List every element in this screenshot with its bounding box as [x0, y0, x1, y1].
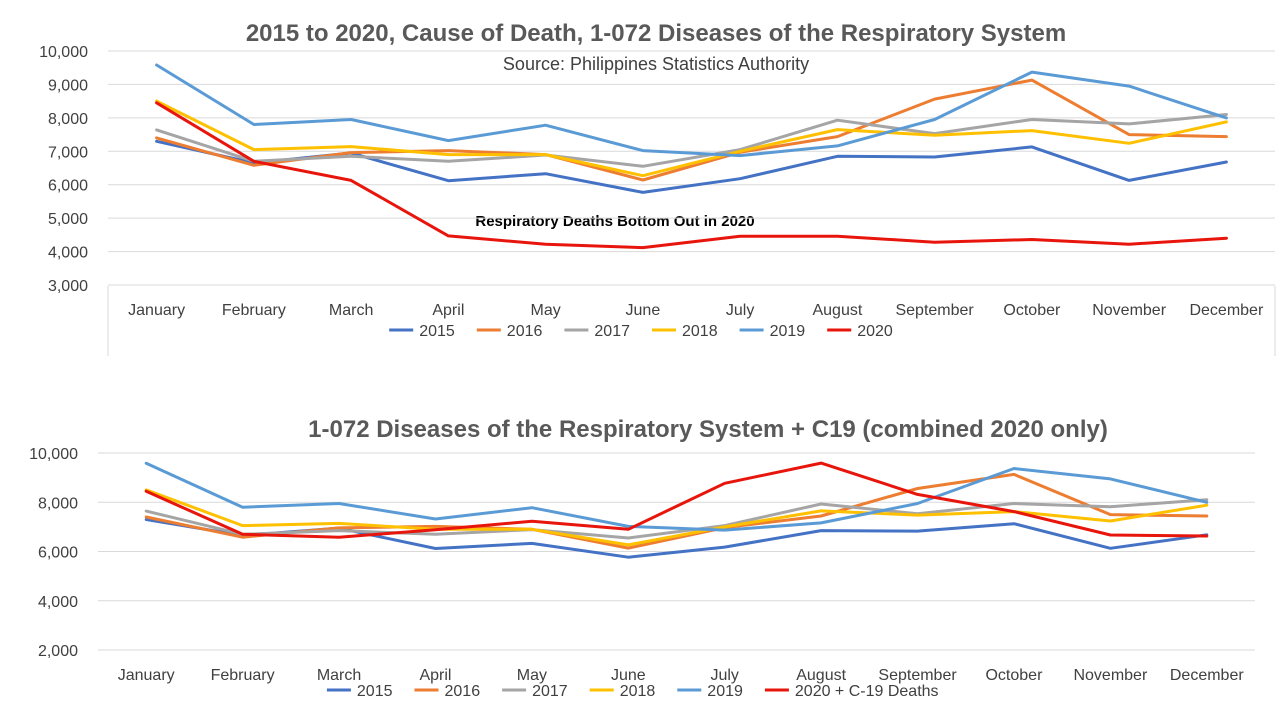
gridlines: [108, 50, 1275, 286]
x-tick-label: May: [517, 667, 547, 684]
series-line-2016: [155, 78, 1228, 182]
legend-label: 2016: [507, 323, 543, 340]
x-tick-label: November: [1073, 667, 1147, 684]
series-line-2016: [144, 472, 1209, 550]
chart-respiratory-plus-c19: 1-072 Diseases of the Respiratory System…: [29, 416, 1255, 700]
y-tick-label: 4,000: [38, 594, 78, 611]
x-tick-label: June: [626, 302, 661, 319]
series-line-2020: [155, 101, 1228, 250]
x-tick-label: March: [317, 667, 361, 684]
y-tick-label: 8,000: [48, 111, 88, 128]
series-line-2017: [155, 113, 1228, 168]
chart-annotation: Respiratory Deaths Bottom Out in 2020: [475, 213, 754, 230]
legend: 2015 2016 2017 2018 2019 2020: [389, 323, 893, 340]
series-line-2018: [144, 488, 1209, 547]
legend-label: 2020: [857, 323, 893, 340]
legend-item: 2016: [476, 323, 543, 340]
legend-label: 2017: [594, 323, 630, 340]
legend-item: 2019: [677, 683, 743, 700]
y-tick-label: 6,000: [48, 178, 88, 195]
chart-title: 1-072 Diseases of the Respiratory System…: [308, 416, 1108, 443]
legend-label: 2018: [682, 323, 718, 340]
legend-item: 2015: [389, 323, 455, 340]
legend-label: 2015: [419, 323, 455, 340]
y-tick-label: 2,000: [38, 643, 78, 660]
legend-label: 2019: [707, 683, 743, 700]
x-tick-label: February: [222, 302, 286, 319]
y-tick-label: 5,000: [48, 211, 88, 228]
legend-item: 2018: [652, 323, 718, 340]
legend-item: 2019: [739, 323, 806, 340]
series-line-2019: [144, 461, 1209, 532]
legend-label: 2020 + C-19 Deaths: [795, 683, 939, 700]
series-line-2020-c-19-deaths: [144, 461, 1209, 539]
chart-respiratory-deaths: 2015 to 2020, Cause of Death, 1-072 Dise…: [39, 20, 1276, 356]
legend-label: 2018: [620, 683, 656, 700]
legend-label: 2019: [770, 323, 806, 340]
x-tick-label: July: [726, 302, 754, 319]
x-tick-label: June: [611, 667, 646, 684]
series-line-2019: [155, 63, 1228, 158]
legend-label: 2017: [532, 683, 568, 700]
x-tick-label: February: [211, 667, 275, 684]
legend-label: 2015: [357, 683, 393, 700]
y-tick-label: 3,000: [48, 278, 88, 295]
legend-item: 2017: [502, 683, 568, 700]
chart-subtitle: Source: Philippines Statistics Authority: [503, 54, 809, 74]
legend-item: 2015: [326, 683, 393, 700]
x-tick-label: April: [419, 667, 451, 684]
legend-item: 2018: [589, 683, 656, 700]
plot-frame: [107, 286, 1276, 356]
legend-item: 2016: [414, 683, 481, 700]
x-tick-label: January: [118, 667, 175, 684]
series-line-2018: [155, 99, 1228, 178]
legend-item: 2020: [827, 323, 893, 340]
x-tick-label: July: [710, 667, 738, 684]
x-tick-label: December: [1189, 302, 1263, 319]
y-tick-label: 4,000: [48, 245, 88, 262]
x-tick-label: August: [796, 667, 846, 684]
y-tick-label: 7,000: [48, 144, 88, 161]
y-tick-label: 8,000: [38, 495, 78, 512]
y-tick-label: 10,000: [29, 446, 78, 463]
x-tick-label: May: [531, 302, 561, 319]
x-tick-label: October: [1003, 302, 1061, 319]
series-line-2017: [144, 498, 1209, 540]
x-tick-label: January: [128, 302, 185, 319]
x-tick-label: April: [432, 302, 464, 319]
x-tick-label: September: [878, 667, 957, 684]
legend-item: 2020 + C-19 Deaths: [764, 683, 939, 700]
x-tick-label: March: [329, 302, 373, 319]
y-tick-label: 9,000: [48, 77, 88, 94]
x-tick-label: November: [1092, 302, 1166, 319]
x-tick-label: October: [985, 667, 1043, 684]
y-tick-label: 6,000: [38, 545, 78, 562]
x-tick-label: September: [895, 302, 974, 319]
chart-title: 2015 to 2020, Cause of Death, 1-072 Dise…: [246, 20, 1066, 47]
x-tick-label: August: [812, 302, 862, 319]
legend-item: 2017: [564, 323, 630, 340]
x-tick-label: December: [1170, 667, 1244, 684]
legend: 2015 2016 2017 2018 2019 2020 + C-19 Deaths: [326, 683, 939, 700]
legend-label: 2016: [445, 683, 481, 700]
y-tick-label: 10,000: [39, 44, 88, 61]
